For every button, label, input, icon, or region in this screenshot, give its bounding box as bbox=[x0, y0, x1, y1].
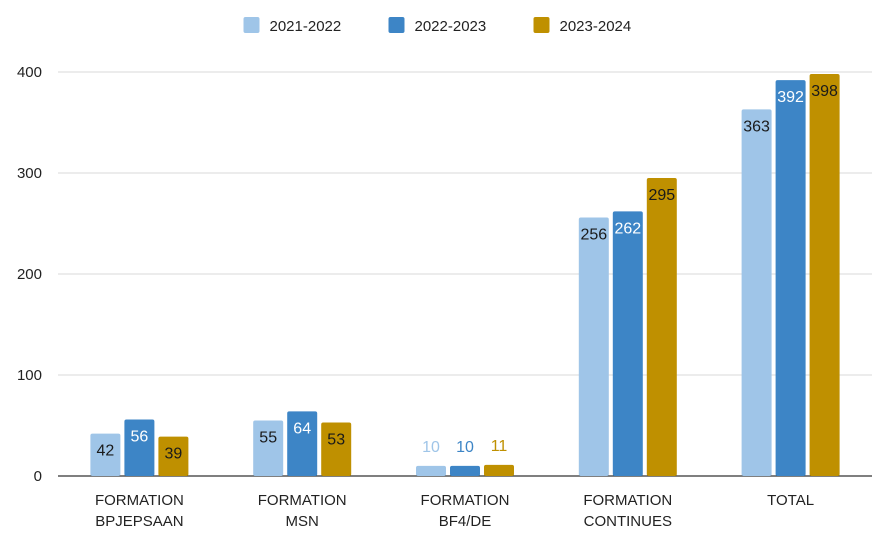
y-axis: 0 100 200 300 400 bbox=[17, 64, 42, 485]
bar-2022-2023 bbox=[287, 411, 318, 476]
data-label: 10 bbox=[422, 439, 440, 456]
x-tick-label: FORMATION bbox=[421, 492, 510, 509]
x-tick-label: FORMATION bbox=[583, 492, 672, 509]
bar-2021-2022 bbox=[578, 217, 609, 476]
x-tick-label: BF4/DE bbox=[439, 513, 492, 530]
x-tick-label: MSN bbox=[286, 513, 319, 530]
data-label: 398 bbox=[811, 83, 838, 100]
legend-swatch bbox=[533, 17, 550, 33]
bar-2023-2024 bbox=[321, 422, 352, 476]
data-labels: 42 56 39 55 64 53 10 10 11 256 262 295 363 392 398 bbox=[97, 83, 839, 463]
data-label: 64 bbox=[293, 420, 311, 437]
bar-2023-2024 bbox=[484, 464, 514, 476]
legend-swatch bbox=[243, 17, 260, 33]
bar-2022-2023 bbox=[775, 80, 806, 476]
x-axis: FORMATION BPJEPSAAN FORMATION MSN FORMATION B… bbox=[95, 492, 814, 530]
legend: 2021-2022 2022-2023 2023-2024 bbox=[243, 17, 632, 35]
x-tick-label: TOTAL bbox=[767, 492, 814, 509]
bar-2021-2022 bbox=[416, 465, 446, 476]
y-tick-label: 100 bbox=[17, 367, 42, 384]
bar-2023-2024 bbox=[158, 436, 189, 476]
y-tick-label: 400 bbox=[17, 64, 42, 81]
data-label: 10 bbox=[456, 439, 474, 456]
data-label: 11 bbox=[491, 438, 508, 455]
data-label: 262 bbox=[614, 220, 641, 237]
legend-label: 2021-2022 bbox=[270, 18, 342, 35]
data-label: 363 bbox=[743, 118, 770, 135]
bar-2023-2024 bbox=[646, 178, 677, 477]
y-tick-label: 300 bbox=[17, 165, 42, 182]
bar-2022-2023 bbox=[124, 419, 155, 476]
data-label: 53 bbox=[327, 431, 345, 448]
legend-label: 2022-2023 bbox=[415, 18, 487, 35]
data-label: 42 bbox=[97, 443, 115, 460]
legend-swatch bbox=[388, 17, 405, 33]
data-label: 392 bbox=[777, 89, 804, 106]
y-tick-label: 200 bbox=[17, 266, 42, 283]
bar-2021-2022 bbox=[741, 109, 772, 477]
bar-2021-2022 bbox=[253, 420, 284, 476]
bar-2023-2024 bbox=[809, 74, 840, 477]
y-tick-label: 0 bbox=[34, 468, 42, 485]
legend-label: 2023-2024 bbox=[560, 18, 632, 35]
x-tick-label: BPJEPSAAN bbox=[95, 513, 183, 530]
data-label: 56 bbox=[131, 428, 149, 445]
x-tick-label: FORMATION bbox=[258, 492, 347, 509]
x-tick-label: CONTINUES bbox=[584, 513, 672, 530]
data-label: 39 bbox=[165, 446, 183, 463]
bars bbox=[90, 74, 840, 477]
data-label: 295 bbox=[648, 187, 675, 204]
bar-2022-2023 bbox=[450, 465, 480, 476]
bar-2021-2022 bbox=[90, 433, 121, 476]
data-label: 55 bbox=[259, 429, 277, 446]
data-label: 256 bbox=[580, 226, 607, 243]
bar-2022-2023 bbox=[612, 211, 643, 476]
x-tick-label: FORMATION bbox=[95, 492, 184, 509]
